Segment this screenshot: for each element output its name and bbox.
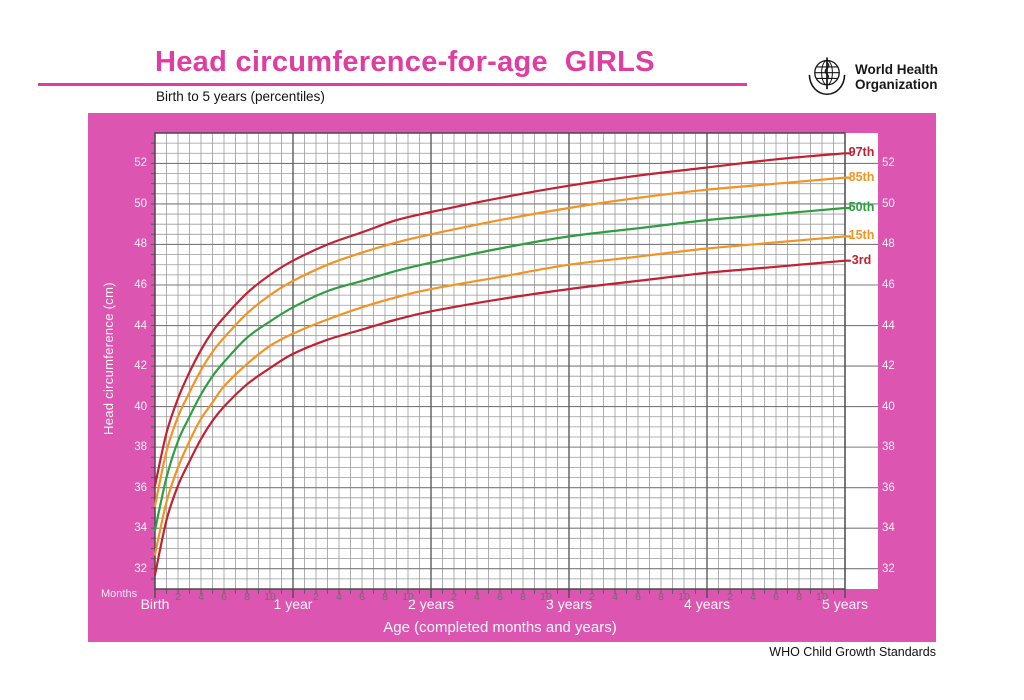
- x-month-tick-30: 6: [497, 591, 503, 603]
- who-wordmark-line2: Organization: [855, 77, 938, 93]
- y-tick-left-46: 46: [134, 279, 147, 291]
- x-month-tick-44: 8: [658, 591, 664, 603]
- y-tick-right-42: 42: [882, 360, 895, 373]
- y-tick-left-52: 52: [134, 157, 147, 170]
- y-tick-left-34: 34: [134, 522, 147, 535]
- page-title: Head circumference-for-age GIRLS: [155, 46, 655, 78]
- who-emblem-icon: [804, 54, 850, 105]
- footer-text: WHO Child Growth Standards: [769, 645, 936, 659]
- x-month-tick-52: 4: [750, 591, 756, 603]
- percentile-curve-97th: [153, 152, 852, 487]
- x-month-tick-28: 4: [474, 591, 480, 603]
- y-tick-left-38: 38: [134, 441, 147, 454]
- x-month-tick-26: 2: [451, 591, 457, 603]
- y-tick-left-44: 44: [134, 319, 147, 332]
- y-tick-right-34: 34: [882, 522, 895, 535]
- percentile-curve-3rd: [153, 259, 852, 576]
- y-tick-right-32: 32: [882, 562, 895, 575]
- y-tick-left-32: 32: [134, 562, 147, 575]
- x-month-tick-6: 6: [221, 591, 227, 603]
- x-month-tick-20: 8: [382, 591, 388, 603]
- percentile-label-85th: 85th: [848, 169, 875, 184]
- x-month-tick-8: 8: [244, 591, 250, 603]
- y-tick-left-42: 42: [134, 360, 147, 373]
- percentile-label-15th: 15th: [848, 228, 875, 243]
- y-tick-right-36: 36: [882, 481, 895, 494]
- chart-subtitle: Birth to 5 years (percentiles): [156, 89, 325, 104]
- chart-canvas: [151, 132, 878, 598]
- x-month-tick-54: 6: [773, 591, 779, 603]
- x-year-label-1: 1 year: [273, 596, 313, 612]
- y-tick-right-40: 40: [882, 400, 895, 413]
- percentile-curve-50th: [153, 206, 852, 532]
- x-month-tick-46: 10: [678, 591, 690, 603]
- who-logo: World Health Organization: [804, 54, 938, 105]
- y-tick-right-48: 48: [882, 238, 895, 251]
- x-month-tick-56: 8: [796, 591, 802, 603]
- y-tick-right-52: 52: [882, 157, 895, 170]
- who-wordmark: World Health Organization: [850, 54, 938, 93]
- x-month-tick-38: 2: [589, 591, 595, 603]
- y-tick-left-36: 36: [134, 481, 147, 494]
- x-year-label-0: Birth: [140, 596, 170, 612]
- y-tick-right-50: 50: [882, 197, 895, 210]
- x-year-label-3: 3 years: [546, 596, 592, 612]
- x-axis-unit-caption: Months: [101, 588, 138, 600]
- x-month-tick-58: 10: [816, 591, 828, 603]
- chart-panel: Head circumference (cm) Age (completed m…: [88, 113, 936, 642]
- percentile-label-50th: 50th: [848, 199, 875, 214]
- x-month-tick-50: 2: [727, 591, 733, 603]
- x-month-tick-32: 8: [520, 591, 526, 603]
- x-month-tick-10: 10: [264, 591, 276, 603]
- x-month-tick-42: 6: [635, 591, 641, 603]
- y-tick-left-48: 48: [134, 238, 147, 251]
- percentile-curve-15th: [153, 235, 852, 556]
- x-axis-title: Age (completed months and years): [383, 619, 617, 636]
- x-month-tick-14: 2: [313, 591, 319, 603]
- x-year-label-4: 4 years: [684, 596, 730, 612]
- title-underline: [38, 83, 747, 86]
- y-tick-right-46: 46: [882, 279, 895, 291]
- x-month-tick-22: 10: [402, 591, 414, 603]
- x-month-tick-4: 4: [198, 591, 204, 603]
- percentile-label-97th: 97th: [848, 145, 875, 160]
- x-year-label-2: 2 years: [408, 596, 454, 612]
- percentile-curve-85th: [153, 176, 852, 507]
- x-month-tick-16: 4: [336, 591, 342, 603]
- y-tick-right-44: 44: [882, 319, 895, 332]
- y-tick-left-40: 40: [134, 400, 147, 413]
- percentile-label-3rd: 3rd: [851, 252, 872, 267]
- x-month-tick-40: 4: [612, 591, 618, 603]
- x-month-tick-18: 6: [359, 591, 365, 603]
- y-tick-left-50: 50: [134, 197, 147, 210]
- x-month-tick-34: 10: [540, 591, 552, 603]
- x-month-tick-2: 2: [175, 591, 181, 603]
- x-year-label-5: 5 years: [822, 596, 868, 612]
- who-wordmark-line1: World Health: [855, 62, 939, 77]
- y-tick-right-38: 38: [882, 441, 895, 454]
